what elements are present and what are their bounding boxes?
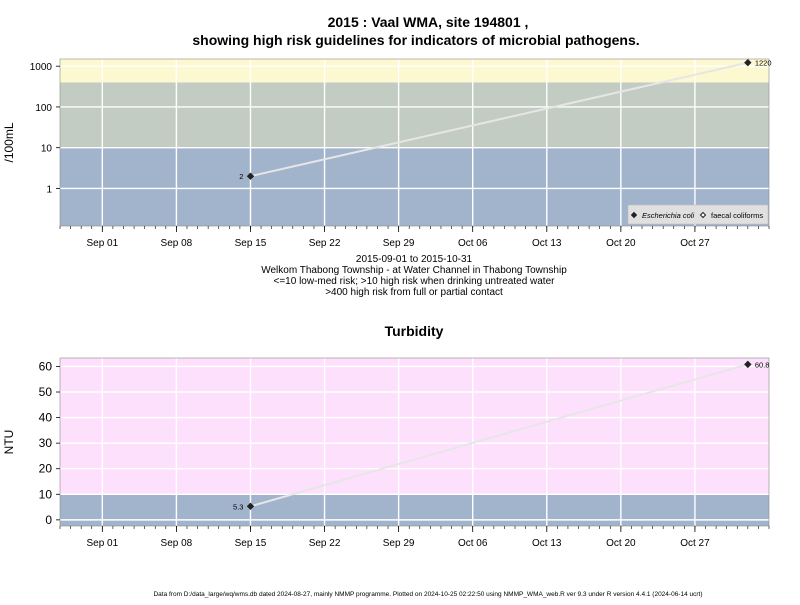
ecoli-x-tick-label: Sep 15 bbox=[235, 238, 267, 249]
ecoli-data-label: 1220 bbox=[755, 59, 772, 68]
turbidity-data-label: 5.3 bbox=[233, 502, 243, 511]
footer-note: Data from D:/data_large/wq/wms.db dated … bbox=[153, 591, 702, 598]
ecoli-data-label: 2 bbox=[239, 172, 243, 181]
turbidity-y-tick-label: 10 bbox=[39, 487, 53, 501]
turbidity-risk-band bbox=[60, 358, 769, 495]
turbidity-x-tick-label: Sep 08 bbox=[161, 538, 193, 549]
ecoli-x-tick-label: Oct 27 bbox=[680, 238, 710, 249]
ecoli-data-point bbox=[246, 172, 255, 180]
turbidity-plot-frame bbox=[59, 357, 770, 527]
chart-title-line2: showing high risk guidelines for indicat… bbox=[192, 32, 639, 48]
ecoli-y-tick-label: 100 bbox=[35, 103, 52, 114]
turbidity-x-tick-label: Sep 22 bbox=[309, 538, 341, 549]
ecoli-risk-band bbox=[60, 59, 769, 83]
turbidity-data-point bbox=[246, 502, 255, 511]
site-description-text: Welkom Thabong Township - at Water Chann… bbox=[261, 265, 567, 276]
turbidity-x-tick-label: Sep 01 bbox=[86, 538, 118, 549]
turbidity-x-tick-label: Sep 15 bbox=[235, 538, 267, 549]
turbidity-risk-band bbox=[60, 494, 769, 526]
ecoli-y-axis-title: /100mL bbox=[2, 122, 16, 162]
turbidity-title: Turbidity bbox=[385, 323, 444, 339]
ecoli-series-line bbox=[250, 61, 749, 178]
ecoli-x-tick-label: Oct 20 bbox=[606, 238, 636, 249]
ecoli-x-tick-label: Sep 22 bbox=[309, 238, 341, 249]
ecoli-x-tick-label: Sep 29 bbox=[383, 238, 415, 249]
date-range-text: 2015-09-01 to 2015-10-31 bbox=[356, 254, 473, 265]
ecoli-panel: 1 10 100 1000/100mL Sep 01 Sep 08 Sep 15 Sep 22… bbox=[2, 59, 772, 249]
ecoli-y-tick-label: 10 bbox=[41, 144, 53, 155]
turbidity-y-tick-label: 0 bbox=[45, 513, 52, 527]
turbidity-series-line bbox=[250, 363, 749, 508]
legend-box bbox=[627, 204, 769, 225]
legend-label-ecoli: Escherichia coli bbox=[642, 211, 694, 220]
chart-title-line1: 2015 : Vaal WMA, site 194801 , bbox=[328, 14, 529, 30]
ecoli-plot-frame bbox=[59, 58, 770, 227]
risk-note-line2: >400 high risk from full or partial cont… bbox=[325, 287, 503, 298]
ecoli-risk-band bbox=[60, 82, 769, 148]
turbidity-x-tick-label: Oct 20 bbox=[606, 538, 636, 549]
ecoli-legend: Escherichia coli faecal coliforms bbox=[627, 204, 769, 225]
turbidity-x-tick-label: Sep 29 bbox=[383, 538, 415, 549]
turbidity-x-tick-label: Oct 13 bbox=[532, 538, 562, 549]
turbidity-y-tick-label: 40 bbox=[39, 411, 53, 425]
ecoli-x-tick-label: Sep 01 bbox=[86, 238, 118, 249]
ecoli-data-point bbox=[744, 58, 752, 67]
turbidity-x-tick-label: Oct 27 bbox=[680, 538, 710, 549]
legend-marker-ecoli bbox=[630, 211, 638, 219]
turbidity-y-axis-title: NTU bbox=[2, 430, 16, 455]
turbidity-data-label: 60.8 bbox=[755, 360, 770, 369]
turbidity-y-tick-label: 60 bbox=[39, 359, 53, 373]
turbidity-y-tick-label: 50 bbox=[39, 385, 53, 399]
ecoli-y-tick-label: 1000 bbox=[30, 62, 53, 73]
legend-marker-faecal bbox=[699, 211, 707, 219]
legend-label-faecal: faecal coliforms bbox=[711, 211, 763, 220]
ecoli-y-tick-label: 1 bbox=[46, 184, 52, 195]
turbidity-x-tick-label: Oct 06 bbox=[458, 538, 488, 549]
turbidity-panel: 0 10 20 30 40 50 60 NTU Sep 01 Sep 08 Sep 15 Sep 22… bbox=[2, 357, 770, 549]
turbidity-y-tick-label: 30 bbox=[39, 436, 53, 450]
risk-note-line1: <=10 low-med risk; >10 high risk when dr… bbox=[274, 276, 556, 287]
ecoli-x-tick-label: Sep 08 bbox=[161, 238, 193, 249]
turbidity-data-point bbox=[744, 360, 752, 369]
ecoli-x-tick-label: Oct 13 bbox=[532, 238, 562, 249]
turbidity-y-tick-label: 20 bbox=[39, 462, 53, 476]
ecoli-x-tick-label: Oct 06 bbox=[458, 238, 488, 249]
